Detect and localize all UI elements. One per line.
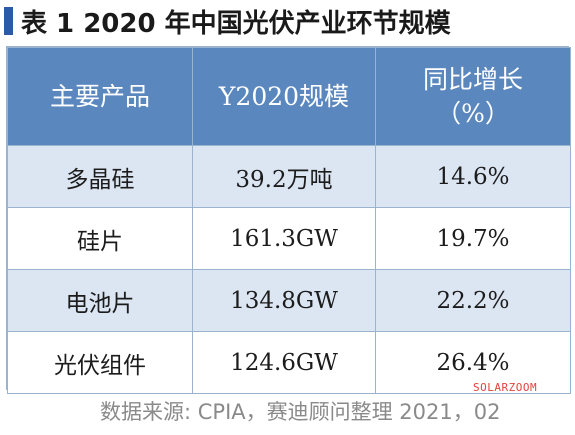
- table-row: 光伏组件 124.6GW 26.4%: [7, 331, 571, 394]
- cell-growth: 22.2%: [375, 269, 571, 332]
- table-header-row: 主要产品 Y2020规模 同比增长 （%）: [7, 47, 571, 146]
- header-scale: Y2020规模: [192, 47, 376, 146]
- data-table-container: 主要产品 Y2020规模 同比增长 （%） 多晶硅 39.2万吨 14.6% 硅…: [6, 46, 571, 394]
- data-table: 主要产品 Y2020规模 同比增长 （%） 多晶硅 39.2万吨 14.6% 硅…: [7, 47, 571, 394]
- header-product: 主要产品: [7, 47, 193, 146]
- table-row: 多晶硅 39.2万吨 14.6%: [7, 145, 571, 208]
- table-row: 电池片 134.8GW 22.2%: [7, 269, 571, 332]
- title-marker: [4, 7, 13, 35]
- watermark-logo: SOLARZOOM: [473, 381, 538, 394]
- cell-growth: 14.6%: [375, 145, 571, 208]
- cell-growth: 19.7%: [375, 207, 571, 270]
- cell-growth: 26.4%: [375, 331, 571, 394]
- cell-product: 硅片: [7, 207, 193, 270]
- cell-scale: 161.3GW: [192, 207, 376, 270]
- cell-scale: 134.8GW: [192, 269, 376, 332]
- cell-product: 光伏组件: [7, 331, 193, 394]
- page-title: 表 1 2020 年中国光伏产业环节规模: [21, 8, 451, 39]
- cell-product: 电池片: [7, 269, 193, 332]
- header-growth: 同比增长 （%）: [375, 47, 571, 146]
- cell-product: 多晶硅: [7, 145, 193, 208]
- table-row: 硅片 161.3GW 19.7%: [7, 207, 571, 270]
- source-note: 数据来源: CPIA，赛迪顾问整理 2021，02: [100, 400, 501, 424]
- title-bar: 表 1 2020 年中国光伏产业环节规模: [4, 4, 451, 39]
- header-growth-unit: （%）: [436, 98, 510, 128]
- cell-scale: 39.2万吨: [192, 145, 376, 208]
- header-growth-label: 同比增长: [422, 64, 523, 94]
- cell-scale: 124.6GW: [192, 331, 376, 394]
